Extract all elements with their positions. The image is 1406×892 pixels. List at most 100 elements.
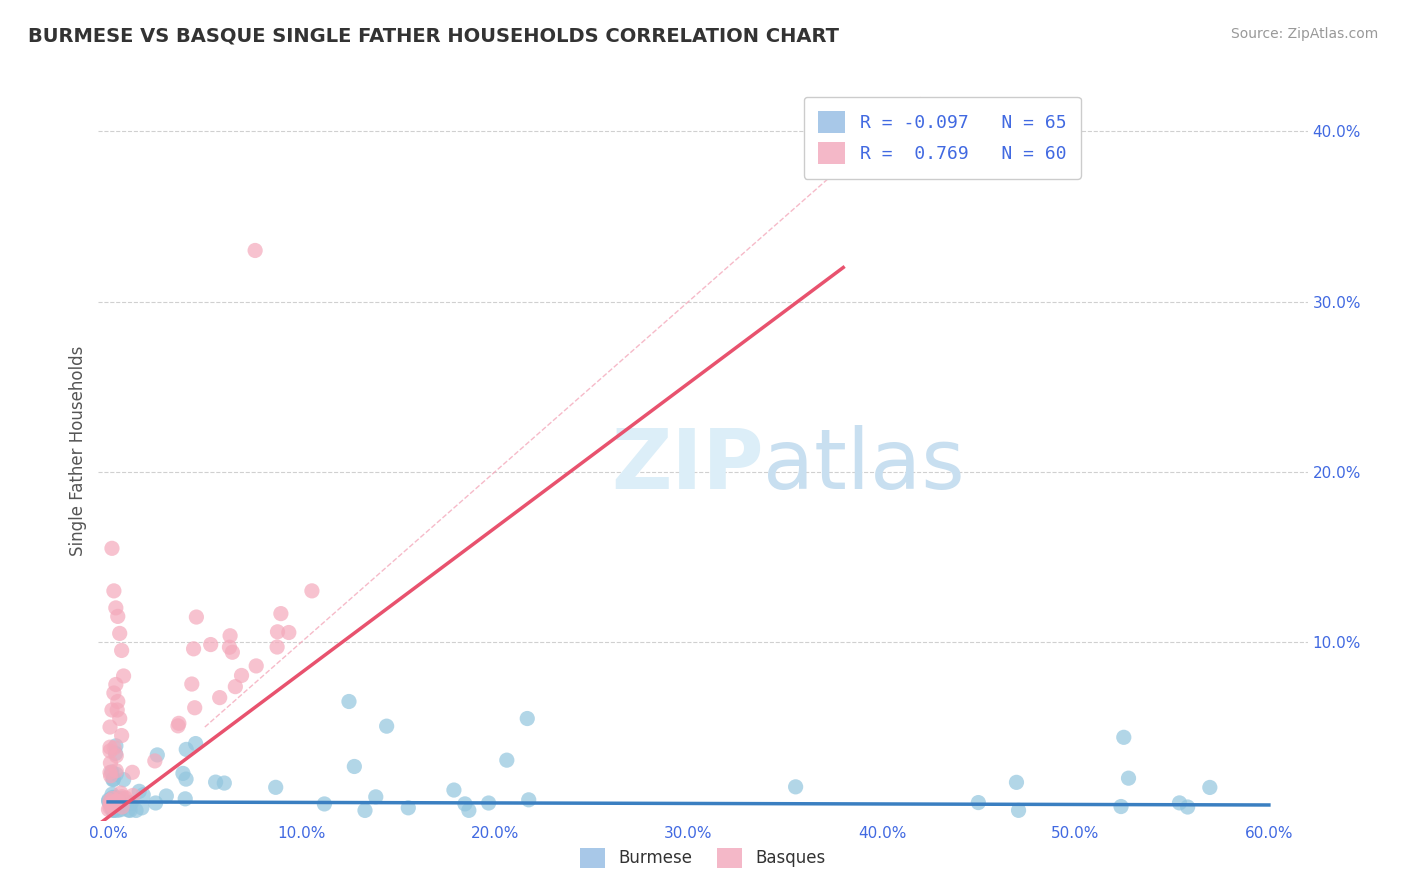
Point <box>103 803 125 817</box>
Point <box>214 776 236 790</box>
Point <box>107 694 129 708</box>
Point <box>314 797 336 811</box>
Text: Source: ZipAtlas.com: Source: ZipAtlas.com <box>1230 27 1378 41</box>
Point <box>270 607 292 621</box>
Point <box>105 703 128 717</box>
Point <box>495 753 517 767</box>
Point <box>101 803 124 817</box>
Legend: Burmese, Basques: Burmese, Basques <box>574 841 832 875</box>
Point <box>107 795 129 809</box>
Point <box>1112 731 1135 745</box>
Point <box>208 690 231 705</box>
Point <box>337 694 360 708</box>
Point <box>110 791 132 805</box>
Point <box>143 754 166 768</box>
Point <box>1168 796 1191 810</box>
Point <box>111 643 134 657</box>
Point <box>98 720 121 734</box>
Point <box>266 624 288 639</box>
Point <box>104 796 127 810</box>
Point <box>785 780 807 794</box>
Point <box>121 765 143 780</box>
Point <box>218 640 240 655</box>
Point <box>396 801 419 815</box>
Point <box>343 759 366 773</box>
Point <box>183 700 205 714</box>
Point <box>100 764 122 779</box>
Point <box>104 600 127 615</box>
Point <box>1005 775 1028 789</box>
Point <box>174 792 197 806</box>
Point <box>1198 780 1220 795</box>
Point <box>1007 803 1029 817</box>
Point <box>98 800 121 814</box>
Point <box>104 677 127 691</box>
Point <box>172 766 194 780</box>
Point <box>301 583 323 598</box>
Point <box>105 799 128 814</box>
Point <box>1109 799 1132 814</box>
Point <box>103 686 125 700</box>
Point <box>101 787 124 801</box>
Point <box>224 680 246 694</box>
Point <box>454 797 477 811</box>
Point <box>97 794 120 808</box>
Point <box>967 796 990 810</box>
Point <box>104 790 127 805</box>
Point <box>364 789 387 804</box>
Point <box>104 739 127 753</box>
Point <box>105 794 128 808</box>
Point <box>243 244 266 258</box>
Point <box>122 789 145 803</box>
Point <box>180 677 202 691</box>
Point <box>111 729 134 743</box>
Point <box>114 791 136 805</box>
Point <box>103 583 125 598</box>
Point <box>1177 800 1199 814</box>
Point <box>204 775 226 789</box>
Point <box>167 716 190 731</box>
Point <box>103 772 125 787</box>
Point <box>132 788 155 802</box>
Text: atlas: atlas <box>763 425 965 506</box>
Point <box>111 789 134 804</box>
Point <box>125 804 148 818</box>
Point <box>478 796 501 810</box>
Point <box>219 629 242 643</box>
Point <box>98 765 121 780</box>
Point <box>101 800 124 814</box>
Point <box>114 796 136 810</box>
Point <box>101 541 124 556</box>
Point <box>111 800 134 814</box>
Point <box>118 795 141 809</box>
Point <box>97 793 120 807</box>
Point <box>98 797 121 811</box>
Point <box>174 742 197 756</box>
Point <box>517 793 540 807</box>
Point <box>443 783 465 797</box>
Point <box>146 747 169 762</box>
Legend: R = -0.097   N = 65, R =  0.769   N = 60: R = -0.097 N = 65, R = 0.769 N = 60 <box>804 96 1081 178</box>
Point <box>375 719 398 733</box>
Point <box>264 780 287 795</box>
Point <box>100 798 122 813</box>
Point <box>100 769 122 783</box>
Point <box>167 719 190 733</box>
Point <box>128 784 150 798</box>
Point <box>112 772 135 787</box>
Point <box>98 794 121 808</box>
Point <box>98 797 121 811</box>
Point <box>110 803 132 817</box>
Point <box>174 772 197 786</box>
Point <box>100 756 122 770</box>
Y-axis label: Single Father Households: Single Father Households <box>69 345 87 556</box>
Point <box>98 740 121 755</box>
Point <box>103 740 125 755</box>
Point <box>184 737 207 751</box>
Point <box>155 789 177 803</box>
Point <box>101 703 124 717</box>
Point <box>1118 771 1140 785</box>
Point <box>105 767 128 781</box>
Point <box>120 804 142 818</box>
Point <box>245 659 267 673</box>
